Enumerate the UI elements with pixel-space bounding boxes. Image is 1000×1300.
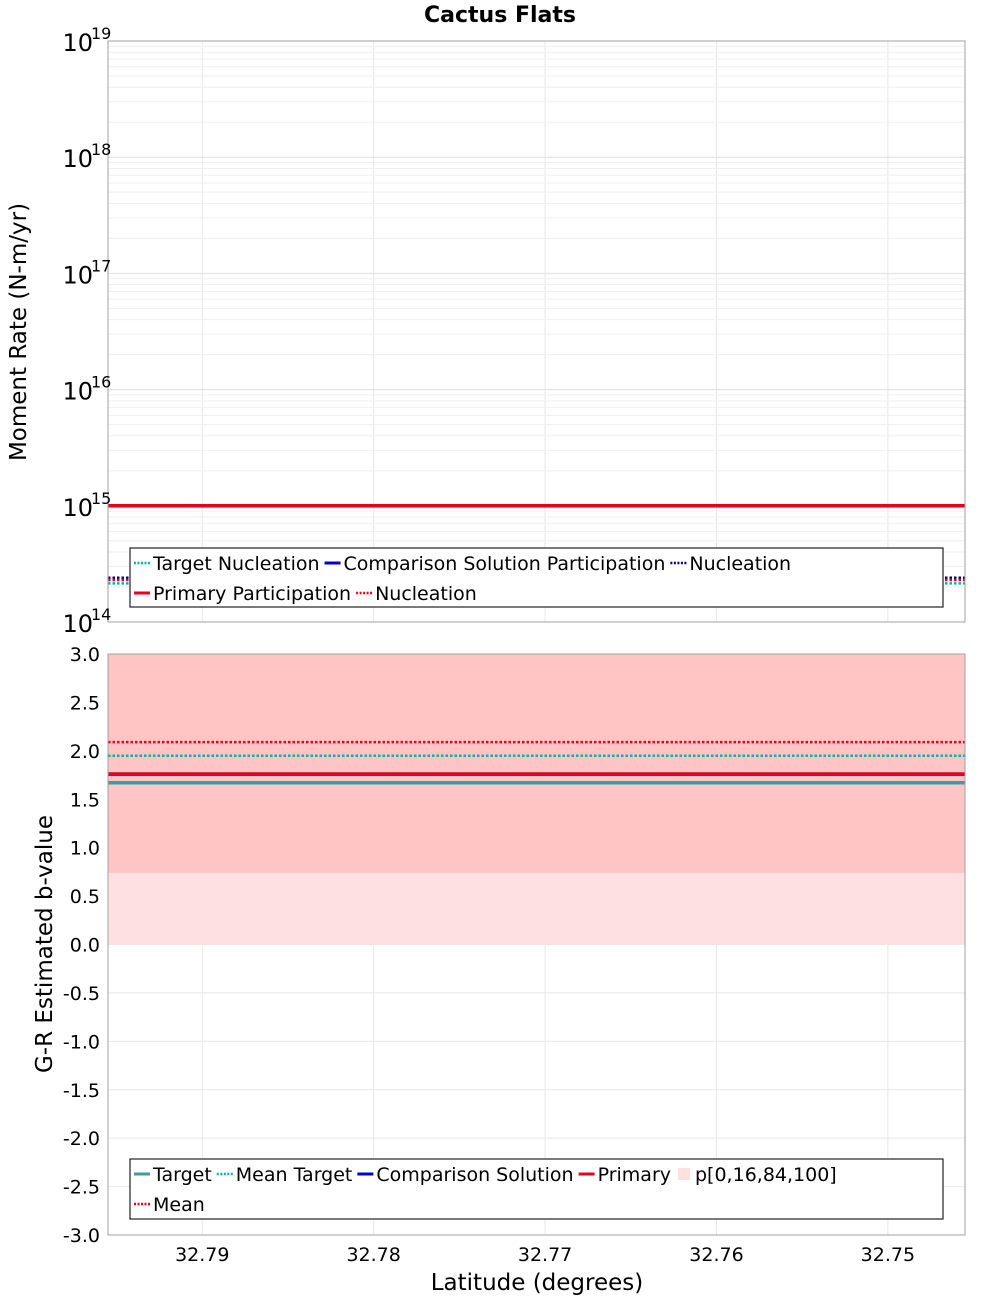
percentile-band-16-84	[108, 654, 965, 873]
top-y-tick-exponent: 15	[91, 489, 111, 508]
x-tick-label: 32.78	[346, 1244, 400, 1266]
bottom-legend: Target Mean Target Comparison Solution Prim…	[129, 1158, 944, 1220]
top-y-tick-base: 10	[62, 378, 93, 406]
top-plot-frame	[107, 40, 966, 623]
top-y-tick-base: 10	[62, 494, 93, 522]
x-tick-label: 32.79	[175, 1244, 229, 1266]
legend-box	[129, 547, 944, 608]
legend-label-4: Nucleation	[375, 583, 477, 605]
top-y-tick-exponent: 14	[91, 605, 111, 624]
chart-title: Cactus Flats	[424, 3, 576, 28]
bottom-y-tick-label: -1.5	[63, 1080, 100, 1102]
bottom-y-tick-label: -2.0	[63, 1128, 100, 1150]
legend-label-4: p[0,16,84,100]	[695, 1164, 837, 1186]
top-y-tick-exponent: 16	[91, 373, 111, 392]
bottom-y-tick-label: 0.5	[70, 886, 100, 908]
top-legend: Target Nucleation Comparison Solution Par…	[129, 547, 944, 608]
bottom-y-axis-title: G-R Estimated b-value	[32, 815, 58, 1073]
bottom-y-tick-label: -1.0	[63, 1031, 100, 1053]
legend-label-0: Target Nucleation	[152, 553, 320, 575]
bottom-y-tick-label: -2.5	[63, 1177, 100, 1199]
bottom-plot-series	[108, 740, 965, 785]
x-axis-ticks: 32.79 32.78 32.77 32.76 32.75	[175, 1244, 915, 1266]
legend-label-3: Primary Participation	[153, 583, 351, 605]
top-y-tick-base: 10	[62, 145, 93, 173]
bottom-y-tick-label: -0.5	[63, 983, 100, 1005]
bottom-y-tick-label: 2.0	[70, 741, 100, 763]
x-axis-title: Latitude (degrees)	[431, 1270, 644, 1296]
bottom-plot-bands	[108, 654, 965, 945]
legend-label-0: Target	[152, 1164, 212, 1186]
bottom-y-tick-label: 3.0	[70, 644, 100, 666]
legend-label-2: Nucleation	[689, 553, 791, 575]
legend-label-2: Comparison Solution	[376, 1164, 573, 1186]
top-y-tick-base: 10	[62, 29, 93, 57]
top-y-tick-exponent: 18	[91, 140, 111, 159]
bottom-y-tick-label: 0.0	[70, 935, 100, 957]
top-y-tick-exponent: 17	[91, 256, 111, 275]
bottom-plot-y-ticks: 3.0 2.5 2.0 1.5 1.0 0.5 0.0 -0.5 -1.0 -1.5 -2.0 -2.…	[63, 644, 100, 1247]
legend-label-1: Mean Target	[236, 1164, 353, 1186]
x-tick-label: 32.77	[518, 1244, 572, 1266]
legend-swatch-4	[678, 1168, 690, 1180]
top-plot-grid	[108, 41, 965, 623]
bottom-y-tick-label: 1.0	[70, 838, 100, 860]
legend-label-3: Primary	[598, 1164, 671, 1186]
legend-label-5: Mean	[153, 1194, 205, 1216]
legend-box	[129, 1158, 944, 1220]
x-tick-label: 32.75	[861, 1244, 915, 1266]
bottom-y-tick-label: 1.5	[70, 789, 100, 811]
top-y-tick-exponent: 19	[91, 24, 111, 43]
x-tick-label: 32.76	[689, 1244, 743, 1266]
bottom-y-tick-label: 2.5	[70, 692, 100, 714]
top-y-tick-base: 10	[62, 261, 93, 289]
bottom-plot-frame	[107, 653, 966, 1236]
legend-label-1: Comparison Solution Participation	[344, 553, 666, 575]
bottom-y-tick-label: -3.0	[63, 1225, 100, 1247]
top-y-tick-base: 10	[62, 610, 93, 638]
top-y-axis-title: Moment Rate (N-m/yr)	[6, 203, 32, 461]
